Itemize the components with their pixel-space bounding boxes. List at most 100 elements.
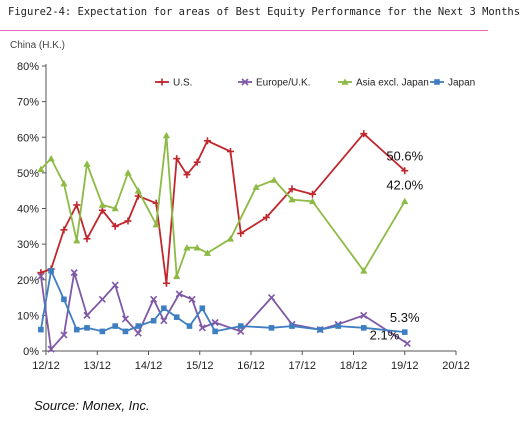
data-point (403, 339, 411, 348)
data-point (124, 169, 132, 176)
marker-stroke (188, 295, 196, 303)
region-label: China (H.K.) (10, 40, 66, 51)
series-line (40, 271, 408, 351)
data-point (158, 78, 166, 86)
marker-stroke (70, 269, 78, 277)
data-point (175, 290, 183, 298)
data-point (48, 268, 54, 274)
data-point (83, 235, 91, 243)
end-value-label: 42.0% (386, 177, 423, 192)
data-point (270, 176, 278, 183)
end-value-label: 50.6% (386, 149, 423, 164)
marker-stroke (134, 329, 142, 337)
x-tick-label: 15/12 (186, 360, 214, 372)
marker-stroke (83, 311, 91, 319)
x-tick-label: 19/12 (391, 360, 419, 372)
data-point (401, 329, 408, 335)
source-note: Source: Monex, Inc. (34, 398, 150, 413)
legend-label: Europe/U.K. (256, 78, 310, 89)
data-point (47, 345, 55, 353)
x-tick-label: 12/12 (32, 360, 60, 372)
data-point (61, 296, 67, 303)
marker-stroke (211, 318, 219, 327)
y-tick-label: 20% (17, 275, 39, 287)
data-point (341, 78, 349, 85)
end-value-label: 5.3% (390, 310, 420, 325)
data-point (434, 79, 440, 85)
y-tick-label: 40% (17, 204, 39, 216)
data-point (360, 130, 368, 138)
legend-label: U.S. (173, 78, 192, 89)
marker-stroke (198, 324, 206, 332)
data-point (162, 131, 171, 139)
marker-stroke (47, 345, 55, 353)
y-tick-label: 50% (17, 168, 39, 180)
data-point (60, 331, 68, 339)
data-point (360, 325, 367, 331)
data-point (37, 269, 45, 277)
data-point (193, 158, 201, 166)
data-point (111, 281, 119, 289)
x-tick-label: 18/12 (340, 360, 368, 372)
legend-item: Asia excl. Japan (338, 78, 429, 89)
y-tick-label: 80% (17, 61, 39, 73)
marker-stroke (237, 327, 245, 335)
data-point (267, 293, 276, 302)
legend-label: Japan (448, 78, 475, 89)
data-point (237, 229, 245, 237)
data-point (135, 323, 142, 329)
data-point (83, 160, 91, 167)
data-point (308, 197, 317, 205)
data-point (160, 317, 168, 325)
data-point (360, 311, 368, 319)
marker-stroke (160, 317, 168, 325)
data-point (134, 187, 142, 194)
x-tick-label: 17/12 (288, 360, 316, 372)
marker-stroke (37, 272, 45, 280)
data-point (73, 326, 80, 333)
data-point (203, 249, 212, 256)
data-point (268, 325, 275, 331)
data-point (47, 155, 55, 162)
series-japan: 5.3% (38, 268, 420, 335)
data-point (288, 185, 296, 193)
figure-title: Figure2-4: Expectation for areas of Best… (8, 6, 521, 18)
data-point (111, 222, 119, 230)
y-tick-label: 30% (17, 239, 39, 251)
data-point (38, 326, 44, 333)
data-point (401, 167, 409, 175)
data-point (98, 206, 106, 214)
series-asia-excl-japan: 42.0% (37, 131, 424, 279)
data-point (83, 311, 91, 319)
marker-stroke (267, 293, 276, 302)
data-point (288, 195, 296, 203)
y-tick-label: 0% (23, 346, 39, 358)
data-point (37, 272, 45, 280)
data-point (111, 204, 119, 212)
legend-item: Japan (430, 78, 475, 89)
series-u-s-: 50.6% (37, 130, 424, 287)
data-point (98, 201, 106, 208)
data-point (162, 279, 170, 287)
data-point (212, 328, 218, 335)
data-point (226, 235, 235, 242)
data-point (150, 317, 157, 324)
data-point (241, 78, 249, 86)
data-point (73, 236, 81, 244)
data-point (98, 295, 106, 303)
data-point (70, 269, 78, 277)
chart-legend: U.S. Europe/U.K. Asia excl. Japan Japan (155, 78, 475, 89)
data-point (73, 201, 81, 209)
data-point (60, 179, 68, 187)
x-tick-label: 20/12 (442, 360, 470, 372)
data-point (124, 217, 132, 225)
x-tick-label: 16/12 (237, 360, 265, 372)
data-point (152, 220, 160, 228)
chart-series: 50.6% 2.1% 42.0% 5.3% (37, 130, 424, 353)
data-point (37, 165, 45, 173)
data-point (252, 183, 260, 190)
marker-stroke (403, 339, 411, 348)
marker-stroke (150, 295, 158, 303)
marker-stroke (241, 78, 249, 86)
